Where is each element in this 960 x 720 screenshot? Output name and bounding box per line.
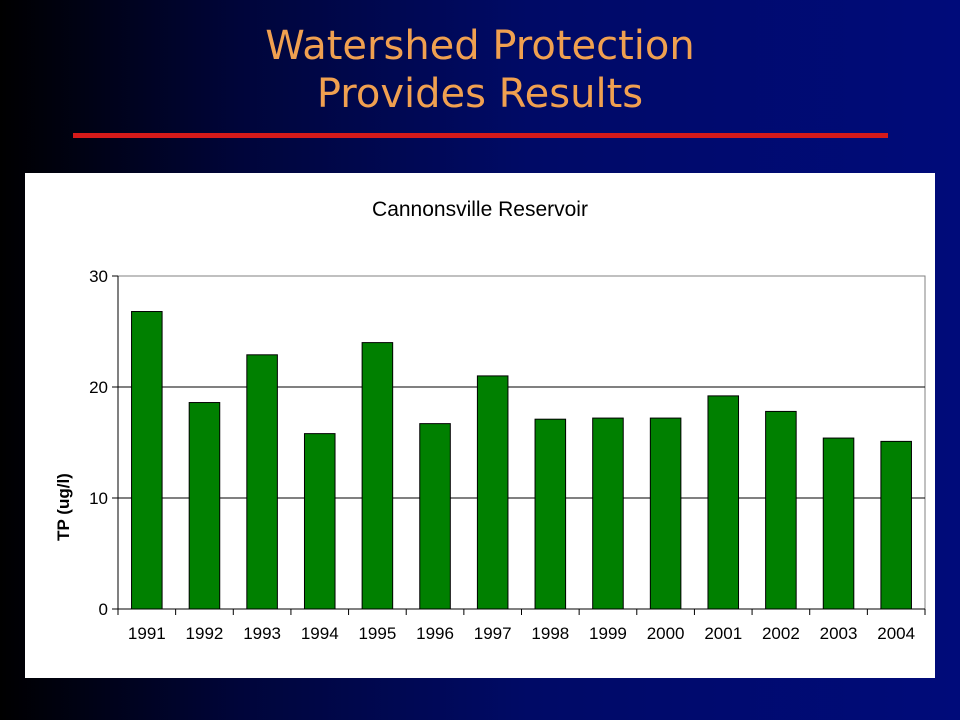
bar-1999	[592, 417, 624, 610]
slide-title: Watershed Protection Provides Results	[0, 22, 960, 118]
slide-title-line-2: Provides Results	[316, 71, 644, 117]
y-tick-label: 0	[99, 600, 108, 619]
plot-area	[117, 275, 926, 610]
y-tick-label: 10	[89, 489, 108, 508]
bar-1998	[534, 418, 567, 610]
bar-2003	[822, 437, 855, 610]
x-tick-label: 1999	[589, 624, 627, 643]
x-tick-label: 1993	[243, 624, 281, 643]
x-tick-label: 2004	[877, 624, 915, 643]
y-axis-label: TP (ug/l)	[54, 473, 73, 541]
chart-title: Cannonsville Reservoir	[372, 198, 588, 221]
title-underline	[73, 133, 888, 138]
bar-1991	[131, 311, 163, 610]
x-tick-label: 2001	[704, 624, 742, 643]
bar-1997	[476, 375, 509, 610]
x-tick-label: 2000	[647, 624, 685, 643]
x-tick-label: 1995	[358, 624, 396, 643]
bar-1994	[303, 433, 336, 610]
x-tick-label: 1998	[531, 624, 569, 643]
chart-panel: Cannonsville Reservoir TP (ug/l) 0 10 20 30…	[25, 173, 935, 678]
x-tick-label: 1996	[416, 624, 454, 643]
bar-1995	[361, 342, 394, 610]
x-tick-label: 2003	[820, 624, 858, 643]
bar-1993	[246, 354, 278, 610]
bar-2000	[649, 417, 682, 610]
bar-1992	[188, 402, 221, 610]
bar-2004	[880, 440, 912, 610]
x-tick-label: 1991	[128, 624, 166, 643]
x-tick-label: 2002	[762, 624, 800, 643]
x-tick-label: 1994	[301, 624, 339, 643]
bar-1996	[419, 423, 451, 610]
bar-2001	[707, 395, 740, 610]
x-tick-label: 1992	[186, 624, 224, 643]
bar-chart: Cannonsville Reservoir TP (ug/l) 0 10 20 30…	[54, 198, 926, 643]
y-tick-label: 20	[89, 378, 108, 397]
x-tick-label: 1997	[474, 624, 512, 643]
y-tick-label: 30	[89, 267, 108, 286]
bar-2002	[765, 410, 797, 610]
slide-title-line-1: Watershed Protection	[265, 23, 695, 69]
